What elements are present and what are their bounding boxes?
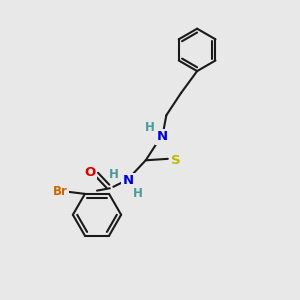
Text: S: S — [171, 154, 181, 167]
Text: N: N — [122, 174, 134, 188]
Text: H: H — [133, 187, 142, 200]
Text: N: N — [156, 130, 167, 143]
Text: H: H — [109, 168, 119, 181]
Text: Br: Br — [52, 185, 67, 198]
Text: H: H — [145, 122, 154, 134]
Text: O: O — [85, 166, 96, 178]
